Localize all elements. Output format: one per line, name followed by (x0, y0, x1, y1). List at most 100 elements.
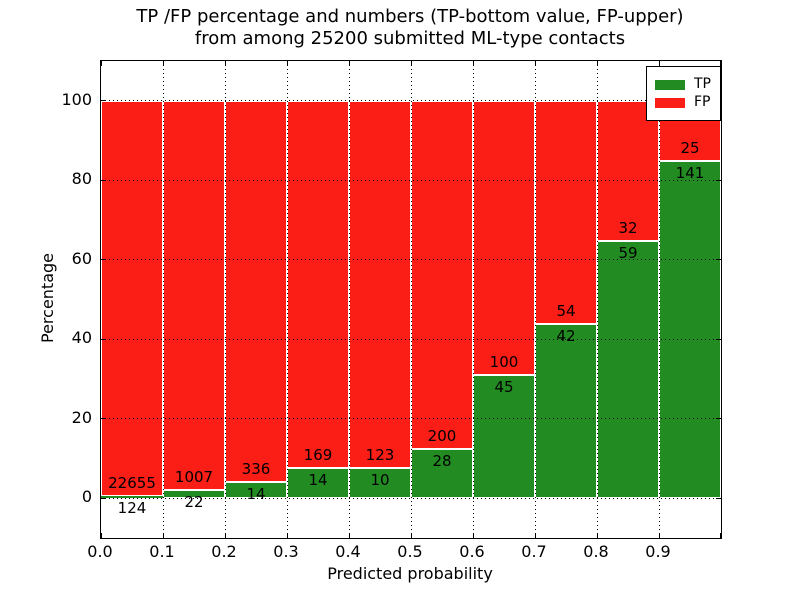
fp-bar-segment (163, 100, 225, 490)
x-tick-mark-top (101, 61, 102, 66)
x-tick-mark (348, 533, 350, 538)
tp-bar-segment (597, 240, 659, 499)
legend-label: TP (694, 76, 711, 92)
x-tick-mark (410, 533, 412, 538)
tp-count-label: 42 (556, 327, 576, 346)
x-tick-mark (162, 533, 164, 538)
x-axis-label: Predicted probability (327, 564, 493, 583)
chart-title-line2: from among 25200 submitted ML-type conta… (194, 28, 626, 49)
x-tick-mark (658, 533, 660, 538)
tp-bar-segment (411, 449, 473, 499)
gridline-vertical (162, 61, 164, 538)
y-tick-label: 80 (71, 169, 92, 189)
fp-bar-segment (225, 100, 287, 483)
gridline-vertical (224, 61, 226, 538)
fp-bar-segment (597, 100, 659, 241)
y-tick-mark-right (716, 179, 721, 181)
x-tick-mark-top (348, 61, 350, 66)
fp-bar-segment (287, 100, 349, 468)
gridline-vertical (658, 61, 660, 538)
x-tick-mark (101, 533, 102, 538)
tp-bar-segment (287, 467, 349, 499)
x-tick-mark (224, 533, 226, 538)
gridline-vertical (410, 61, 412, 538)
fp-bar-segment (473, 100, 535, 375)
tp-count-label: 14 (246, 485, 266, 504)
x-tick-label: 0.0 (87, 542, 113, 561)
legend-entry-fp: FP (655, 95, 711, 110)
x-tick-mark-top (596, 61, 598, 66)
y-tick-mark (101, 100, 106, 102)
tp-count-label: 22 (184, 492, 204, 511)
x-tick-mark-top (286, 61, 288, 66)
x-tick-label: 0.1 (149, 542, 175, 561)
legend-label: FP (694, 94, 711, 110)
y-tick-label: 60 (71, 248, 92, 268)
y-tick-mark-right (716, 338, 721, 340)
x-tick-label: 0.6 (459, 542, 485, 561)
fp-count-label: 336 (241, 460, 271, 479)
fp-bar-segment (535, 100, 597, 325)
tp-bar-segment (101, 496, 163, 499)
y-tick-mark (101, 179, 106, 181)
y-tick-mark (101, 497, 106, 499)
tp-count-label: 10 (370, 471, 390, 490)
x-tick-label: 0.5 (397, 542, 423, 561)
y-tick-mark-right (716, 259, 721, 261)
x-tick-mark-top (534, 61, 536, 66)
tp-count-label: 124 (117, 499, 147, 518)
fp-bar-segment (101, 100, 163, 497)
x-tick-mark-top (410, 61, 412, 66)
chart-title-line1: TP /FP percentage and numbers (TP-bottom… (136, 6, 684, 27)
x-tick-mark-top (162, 61, 164, 66)
y-tick-mark (101, 338, 106, 340)
x-tick-mark (472, 533, 474, 538)
gridline-vertical (348, 61, 350, 538)
tp-count-label: 28 (432, 452, 452, 471)
x-tick-label: 0.7 (521, 542, 547, 561)
x-tick-mark (286, 533, 288, 538)
x-tick-mark (720, 533, 721, 538)
fp-count-label: 169 (303, 445, 333, 464)
y-tick-mark-right (716, 418, 721, 420)
x-tick-label: 0.4 (335, 542, 361, 561)
fp-count-label: 100 (489, 352, 519, 371)
x-tick-mark-top (472, 61, 474, 66)
gridline-vertical (472, 61, 474, 538)
x-tick-label: 0.8 (583, 542, 609, 561)
legend: TP FP (646, 66, 721, 121)
y-tick-label: 20 (71, 407, 92, 427)
fp-count-label: 54 (556, 302, 576, 321)
fp-bar-segment (349, 100, 411, 469)
fp-count-label: 25 (680, 138, 700, 157)
x-tick-label: 0.9 (645, 542, 671, 561)
x-tick-mark-top (720, 61, 721, 66)
x-tick-mark (534, 533, 536, 538)
fp-count-label: 1007 (174, 467, 214, 486)
y-tick-mark (101, 259, 106, 261)
tp-count-label: 59 (618, 243, 638, 262)
x-tick-label: 0.2 (211, 542, 237, 561)
fp-count-label: 32 (618, 218, 638, 237)
x-tick-mark-top (224, 61, 226, 66)
x-tick-mark-top (658, 61, 660, 66)
x-tick-mark (596, 533, 598, 538)
fp-count-label: 200 (427, 427, 457, 446)
y-tick-mark-right (716, 497, 721, 499)
tp-count-label: 14 (308, 470, 328, 489)
fp-count-label: 22655 (108, 474, 156, 493)
gridline-vertical (286, 61, 288, 538)
y-tick-label: 40 (71, 328, 92, 348)
tp-count-label: 141 (675, 163, 705, 182)
y-tick-label: 0 (81, 487, 92, 507)
fp-count-label: 123 (365, 446, 395, 465)
y-tick-label: 100 (61, 89, 92, 109)
legend-swatch-fp (655, 97, 685, 108)
gridline-vertical (596, 61, 598, 538)
x-tick-label: 0.3 (273, 542, 299, 561)
tp-count-label: 45 (494, 377, 514, 396)
tp-bar-segment (659, 160, 721, 499)
legend-swatch-tp (655, 79, 685, 90)
tp-bar-segment (535, 324, 597, 499)
